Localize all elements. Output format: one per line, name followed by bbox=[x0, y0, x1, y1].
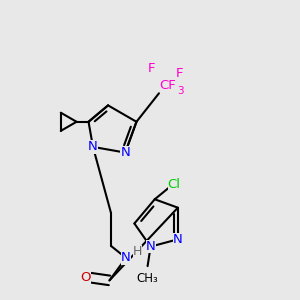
Text: N: N bbox=[146, 240, 155, 253]
Text: N: N bbox=[173, 233, 183, 246]
Text: CH₃: CH₃ bbox=[137, 272, 158, 284]
Text: F: F bbox=[148, 62, 155, 75]
Text: N: N bbox=[120, 146, 130, 159]
Text: Cl: Cl bbox=[168, 178, 181, 191]
Text: H: H bbox=[133, 245, 142, 258]
Text: CF: CF bbox=[159, 79, 176, 92]
Text: N: N bbox=[88, 140, 98, 153]
Text: O: O bbox=[80, 271, 91, 284]
Text: N: N bbox=[121, 251, 131, 264]
Text: F: F bbox=[176, 67, 183, 80]
Text: 3: 3 bbox=[178, 86, 184, 96]
